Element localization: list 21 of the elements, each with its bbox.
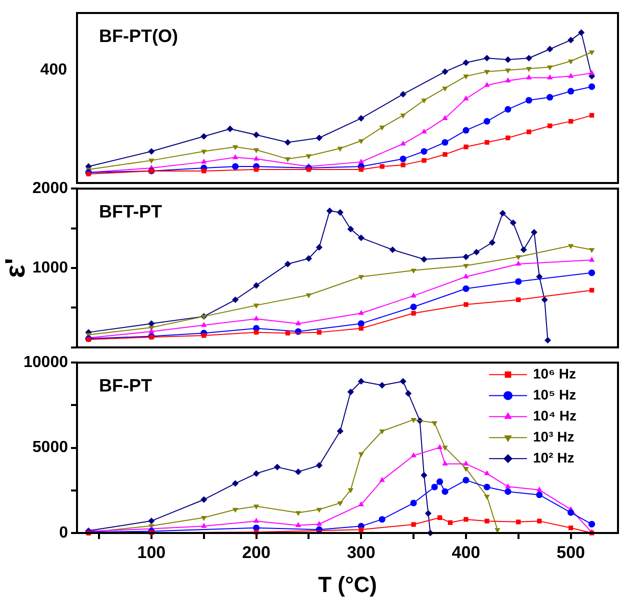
x-tick-label: 200 [242, 542, 270, 562]
text: BFT-PT [99, 202, 162, 222]
y-tick-label: 2000 [32, 180, 68, 198]
y-axis-title: ε' [0, 258, 31, 278]
x-tick-label: 500 [556, 542, 586, 562]
legend-label: 10³ Hz [533, 428, 574, 444]
x-tick-label: 300 [346, 542, 376, 562]
x-tick-label: 100 [137, 542, 166, 562]
x-axis-title: T (°C) [318, 572, 377, 597]
y-tick-label: 0 [59, 524, 68, 542]
text: 400 [40, 61, 68, 78]
y-tick-label: 5000 [32, 439, 68, 456]
y-tick-label: 1000 [32, 259, 68, 276]
text: BF-PT [99, 376, 152, 396]
chart-title: BF-PT(O) [99, 26, 178, 46]
y-tick-label: 10000 [24, 354, 68, 372]
legend-label: 10⁴ Hz [533, 407, 576, 424]
x-tick-label: 400 [452, 542, 480, 562]
legend-label: 10⁶ Hz [533, 365, 576, 382]
legend-label: 10² Hz [533, 449, 574, 466]
legend-label: 10⁵ Hz [533, 386, 576, 402]
